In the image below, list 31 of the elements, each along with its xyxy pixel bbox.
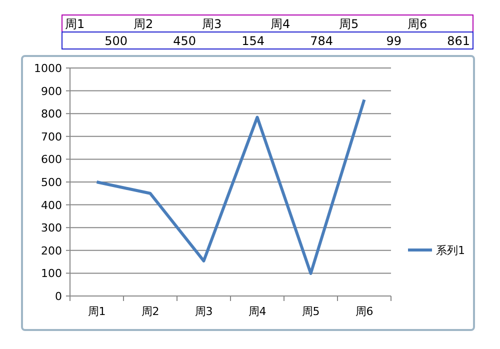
text: 500: [104, 34, 128, 48]
x-tick-label: 周2: [141, 305, 160, 318]
text: 450: [173, 34, 196, 48]
y-tick-label: 400: [41, 198, 62, 212]
x-tick-label: 周3: [194, 305, 213, 318]
category-label: 周5: [339, 17, 359, 31]
y-tick-label: 700: [41, 130, 62, 144]
text: 784: [310, 34, 333, 48]
y-tick-label: 1000: [34, 62, 62, 75]
x-tick-label: 周6: [355, 305, 374, 318]
y-tick-label: 600: [41, 153, 62, 166]
y-tick-label: 100: [41, 267, 62, 280]
y-tick-label: 200: [41, 244, 62, 258]
category-label: 周4: [270, 17, 290, 31]
y-tick-label: 800: [41, 108, 62, 121]
category-label: 周3: [202, 17, 222, 31]
category-label: 周6: [408, 17, 428, 31]
y-tick-label: 900: [41, 84, 62, 98]
text: 99: [386, 34, 402, 48]
text: 154: [242, 34, 264, 48]
y-tick-label: 300: [41, 222, 62, 235]
category-label: 周2: [134, 17, 154, 31]
y-tick-label: 0: [55, 290, 62, 303]
x-tick-label: 周4: [248, 305, 266, 318]
x-tick-label: 周1: [88, 305, 106, 318]
category-label: 周1: [65, 17, 85, 31]
text: 861: [447, 34, 470, 48]
line-series: [95, 98, 366, 275]
legend-label: 系列1: [436, 244, 465, 257]
x-tick-label: 周5: [302, 305, 320, 318]
y-tick-label: 500: [41, 176, 62, 189]
